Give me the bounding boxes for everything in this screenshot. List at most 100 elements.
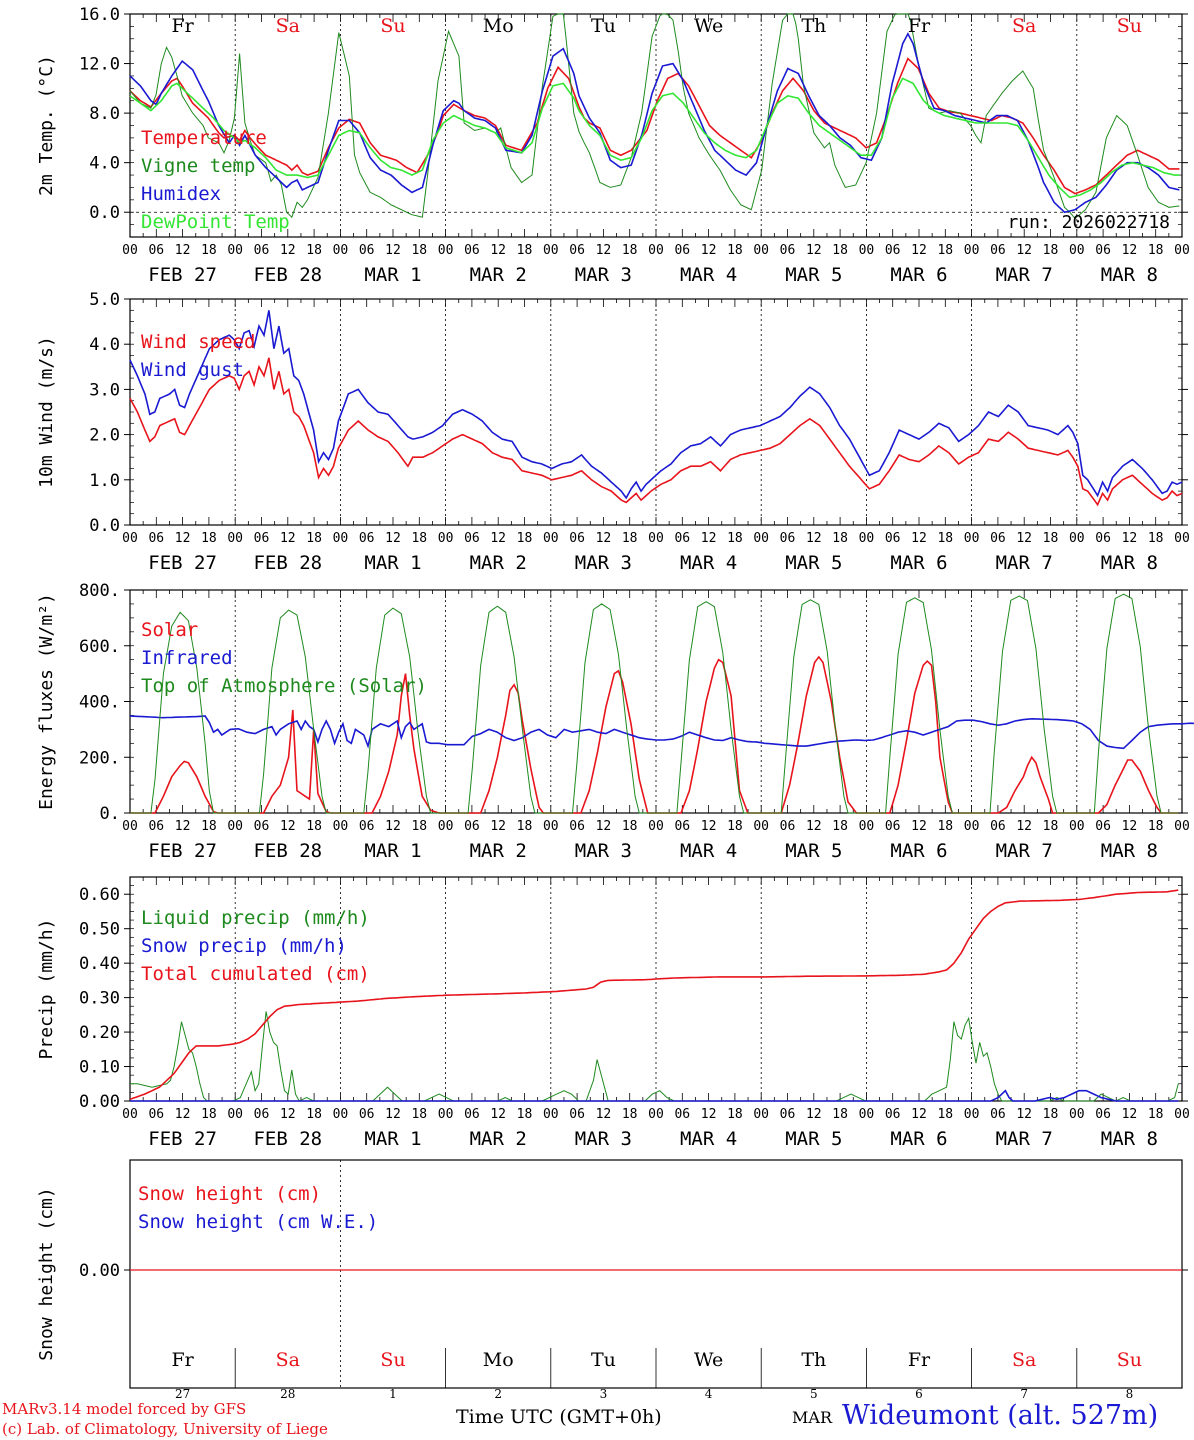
hour-tick-label: 18 — [937, 1107, 953, 1122]
day-number: 28 — [280, 1387, 295, 1401]
hour-tick-label: 12 — [806, 819, 822, 834]
series-line-temperature — [129, 57, 1180, 195]
day-name: We — [694, 1349, 723, 1371]
panel-temp: 0.0 4.0 8.0 12.0 16.0 2m Temp. (°C) Temperatur… — [36, 5, 1190, 286]
date-label: FEB 28 — [253, 552, 322, 574]
hour-tick-label: 00 — [1174, 819, 1190, 834]
panel-precip: 0.00 0.10 0.20 0.30 0.40 0.50 0.60 Precip (mm/h… — [36, 876, 1190, 1150]
hour-tick-label: 12 — [596, 1107, 612, 1122]
hour-tick-label: 00 — [122, 531, 138, 546]
y-tick-label: 16.0 — [79, 5, 120, 25]
hour-tick-label: 12 — [175, 819, 191, 834]
day-number: 27 — [175, 1387, 190, 1401]
hour-tick-label: 00 — [333, 1107, 349, 1122]
day-name: Sa — [1012, 15, 1036, 37]
hour-tick-label: 18 — [1043, 531, 1059, 546]
date-label: FEB 27 — [148, 840, 217, 862]
date-label: MAR 7 — [996, 840, 1053, 862]
hour-tick-label: 00 — [227, 243, 243, 258]
y-tick-label: 0.00 — [79, 1261, 120, 1281]
y-tick-label: 0.30 — [79, 989, 120, 1009]
day-name: Tu — [591, 1349, 616, 1371]
hour-tick-label: 18 — [622, 1107, 638, 1122]
legend-entry: Total cumulated (cm) — [141, 963, 370, 985]
date-label: FEB 27 — [148, 264, 217, 286]
hour-tick-label: 18 — [201, 819, 217, 834]
date-label: MAR 6 — [890, 552, 947, 574]
date-label: FEB 28 — [253, 264, 322, 286]
legend-entry: Snow height (cm W.E.) — [138, 1211, 378, 1233]
hour-tick-label: 00 — [227, 819, 243, 834]
hour-tick-label: 00 — [1069, 1107, 1085, 1122]
hour-tick-label: 00 — [438, 1107, 454, 1122]
hour-tick-label: 00 — [438, 819, 454, 834]
hour-tick-label: 06 — [1095, 243, 1111, 258]
panel-snow: 0.00 Snow height (cm) Snow height (cm) Snow… — [36, 1159, 1188, 1401]
y-tick-label: 0.0 — [89, 203, 120, 223]
day-number: 5 — [810, 1387, 818, 1401]
hour-tick-label: 06 — [569, 819, 585, 834]
legend-entry: Snow height (cm) — [138, 1183, 321, 1205]
day-name: Tu — [591, 15, 616, 37]
hour-tick-label: 06 — [885, 243, 901, 258]
y-tick-label: 2.0 — [89, 426, 120, 446]
y-tick-label: 12.0 — [79, 55, 120, 75]
date-label: MAR 2 — [470, 1128, 527, 1150]
day-name: Su — [1117, 1349, 1142, 1371]
panel-wind: 0.0 1.0 2.0 3.0 4.0 5.0 10m Wind (m/s) Wind spe… — [36, 290, 1190, 574]
hour-tick-label: 06 — [254, 531, 270, 546]
hour-tick-label: 06 — [674, 1107, 690, 1122]
y-axis-label: Energy fluxes (W/m²) — [36, 593, 57, 810]
hour-tick-label: 12 — [280, 243, 296, 258]
date-label: MAR 5 — [785, 1128, 842, 1150]
y-tick-label: 3.0 — [89, 380, 120, 400]
hour-tick-label: 00 — [753, 1107, 769, 1122]
legend-entry: Solar — [141, 619, 198, 641]
series-line-humidex — [129, 32, 1180, 214]
date-label: MAR 1 — [364, 1128, 421, 1150]
hour-tick-label: 06 — [990, 819, 1006, 834]
series-line-wind-gust — [129, 310, 1183, 500]
hour-tick-label: 06 — [148, 243, 164, 258]
hour-tick-label: 06 — [780, 531, 796, 546]
date-label: MAR 2 — [470, 552, 527, 574]
hour-tick-label: 00 — [1069, 531, 1085, 546]
hour-tick-label: 00 — [543, 531, 559, 546]
y-tick-label: 5.0 — [89, 290, 120, 310]
hour-tick-label: 00 — [543, 243, 559, 258]
hour-tick-label: 06 — [359, 243, 375, 258]
hour-tick-label: 06 — [780, 819, 796, 834]
hour-tick-label: 06 — [674, 531, 690, 546]
hour-tick-label: 12 — [175, 243, 191, 258]
hour-tick-label: 00 — [438, 531, 454, 546]
legend-entry: Wind speed — [141, 331, 255, 353]
hour-tick-label: 06 — [1095, 531, 1111, 546]
month-label: MAR — [792, 1408, 832, 1427]
hour-tick-label: 06 — [464, 243, 480, 258]
hour-tick-label: 18 — [411, 531, 427, 546]
hour-tick-label: 18 — [306, 819, 322, 834]
date-label: MAR 1 — [364, 840, 421, 862]
day-name: Mo — [483, 15, 514, 37]
y-axis-label: Snow height (cm) — [36, 1187, 57, 1360]
date-label: MAR 2 — [470, 264, 527, 286]
run-label: run: 2026022718 — [1007, 212, 1170, 233]
hour-tick-label: 00 — [227, 531, 243, 546]
hour-tick-label: 00 — [859, 819, 875, 834]
lab-credit: (c) Lab. of Climatology, University of L… — [2, 1420, 328, 1438]
hour-tick-label: 18 — [411, 243, 427, 258]
hour-tick-label: 18 — [517, 531, 533, 546]
hour-tick-label: 12 — [911, 531, 927, 546]
date-label: MAR 7 — [996, 264, 1053, 286]
y-tick-label: 0.20 — [79, 1023, 120, 1043]
date-label: MAR 4 — [680, 552, 737, 574]
day-number: 3 — [600, 1387, 608, 1401]
hour-tick-label: 12 — [385, 819, 401, 834]
hour-tick-label: 06 — [1095, 1107, 1111, 1122]
hour-tick-label: 06 — [254, 1107, 270, 1122]
day-number: 6 — [915, 1387, 923, 1401]
date-label: MAR 4 — [680, 840, 737, 862]
hour-tick-label: 00 — [1069, 819, 1085, 834]
date-label: MAR 6 — [890, 1128, 947, 1150]
y-tick-label: 0.40 — [79, 954, 120, 974]
